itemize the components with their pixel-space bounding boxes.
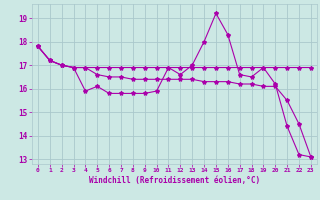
X-axis label: Windchill (Refroidissement éolien,°C): Windchill (Refroidissement éolien,°C) [89,176,260,185]
